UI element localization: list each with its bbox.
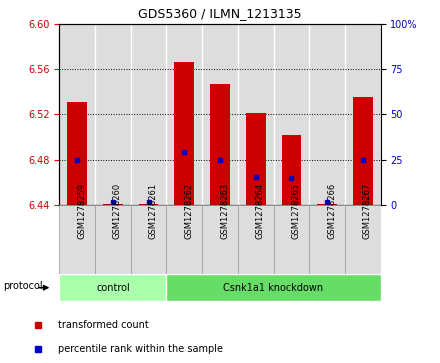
Text: percentile rank within the sample: percentile rank within the sample <box>59 344 224 354</box>
Bar <box>166 274 381 301</box>
Bar <box>95 205 131 274</box>
Bar <box>345 205 381 274</box>
Text: GSM1278262: GSM1278262 <box>184 183 193 239</box>
Text: GSM1278264: GSM1278264 <box>256 183 265 239</box>
Text: control: control <box>96 283 130 293</box>
Bar <box>59 24 95 205</box>
Bar <box>139 204 158 205</box>
Text: GSM1278259: GSM1278259 <box>77 183 86 238</box>
Bar <box>274 24 309 205</box>
Text: GSM1278260: GSM1278260 <box>113 183 122 239</box>
Text: Csnk1a1 knockdown: Csnk1a1 knockdown <box>224 283 323 293</box>
Bar <box>282 135 301 205</box>
Title: GDS5360 / ILMN_1213135: GDS5360 / ILMN_1213135 <box>138 7 302 20</box>
Bar <box>166 205 202 274</box>
Text: GSM1278263: GSM1278263 <box>220 183 229 239</box>
Text: GSM1278267: GSM1278267 <box>363 183 372 239</box>
Bar <box>238 24 274 205</box>
Bar <box>131 205 166 274</box>
Bar <box>103 204 123 205</box>
Text: GSM1278261: GSM1278261 <box>149 183 158 239</box>
Bar <box>309 24 345 205</box>
Text: protocol: protocol <box>3 281 43 291</box>
Bar <box>353 97 373 205</box>
Text: GSM1278266: GSM1278266 <box>327 183 336 239</box>
Bar <box>202 205 238 274</box>
Bar <box>175 62 194 205</box>
Bar <box>202 24 238 205</box>
Bar <box>274 205 309 274</box>
Bar <box>67 102 87 205</box>
Bar <box>59 274 166 301</box>
Bar <box>309 205 345 274</box>
Bar <box>166 24 202 205</box>
Bar <box>210 84 230 205</box>
Bar <box>246 113 265 205</box>
Bar <box>59 205 95 274</box>
Text: transformed count: transformed count <box>59 321 149 330</box>
Text: GSM1278265: GSM1278265 <box>291 183 301 239</box>
Bar <box>131 24 166 205</box>
Bar <box>317 204 337 205</box>
Bar <box>345 24 381 205</box>
Bar <box>238 205 274 274</box>
Bar <box>95 24 131 205</box>
